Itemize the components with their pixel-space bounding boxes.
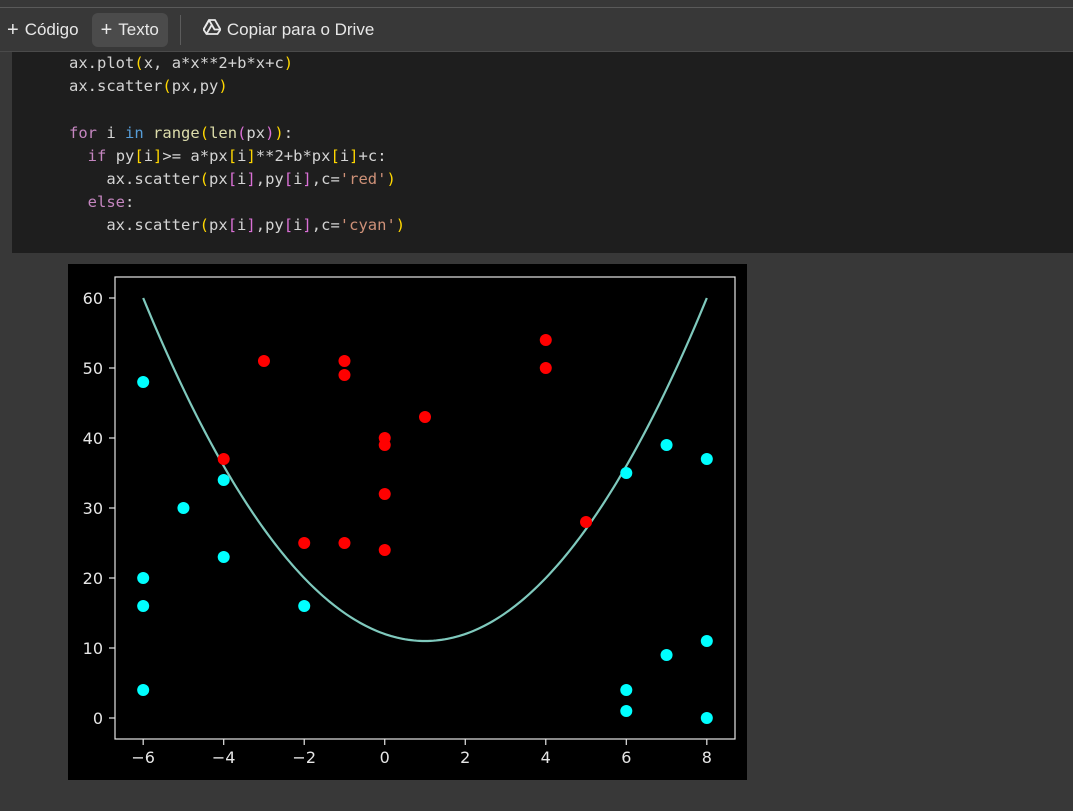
cyan-point <box>700 635 713 647</box>
code-line: ax.scatter(px[i],py[i],c='red') <box>106 170 396 189</box>
code-editor[interactable]: ax.plot(x, a*x**2+b*x+c) ax.scatter(px,p… <box>69 52 405 238</box>
cyan-point <box>620 467 633 479</box>
y-tick-label: 40 <box>83 429 103 448</box>
copy-to-drive-button[interactable]: Copiar para o Drive <box>193 13 383 47</box>
cell-output: −6 −4 −2 0 2 4 6 8 0 10 20 30 40 50 60 <box>68 264 747 780</box>
red-point <box>378 488 391 500</box>
x-tick-label: −2 <box>292 748 316 767</box>
cyan-point <box>660 439 673 451</box>
x-tick-label: 8 <box>702 748 712 767</box>
red-point <box>378 432 391 444</box>
copy-to-drive-label: Copiar para o Drive <box>226 19 375 39</box>
notebook-toolbar: + Código + Texto Copiar para o Drive <box>0 8 1073 52</box>
red-point <box>539 334 552 346</box>
x-tick-label: −6 <box>131 748 155 767</box>
code-line: ax.scatter(px,py) <box>69 77 228 96</box>
y-tick-label: 10 <box>83 639 103 658</box>
code-line: for i in range(len(px)): <box>69 123 294 142</box>
cyan-point <box>137 376 150 388</box>
cyan-point <box>700 453 713 465</box>
plus-icon: + <box>7 18 19 41</box>
scatter-plot: −6 −4 −2 0 2 4 6 8 0 10 20 30 40 50 60 <box>83 276 736 767</box>
cyan-point <box>620 705 633 717</box>
cyan-point <box>137 572 150 584</box>
x-tick-label: 2 <box>460 748 470 767</box>
cyan-point <box>137 684 150 696</box>
code-cell[interactable]: ax.plot(x, a*x**2+b*x+c) ax.scatter(px,p… <box>12 52 1073 253</box>
cyan-point <box>700 712 713 724</box>
cyan-point <box>620 684 633 696</box>
cyan-point <box>137 600 150 612</box>
fit-curve <box>142 297 708 643</box>
cyan-point <box>217 551 230 563</box>
red-point <box>217 453 230 465</box>
add-text-label: Texto <box>118 19 159 39</box>
add-code-label: Código <box>24 19 79 39</box>
y-tick-label: 20 <box>83 569 103 588</box>
plus-icon: + <box>100 18 113 41</box>
x-tick-label: −4 <box>212 748 236 767</box>
x-tick-label: 4 <box>541 748 551 767</box>
y-tick-label: 0 <box>93 709 103 728</box>
y-tick-label: 60 <box>83 289 103 308</box>
code-line: ax.scatter(px[i],py[i],c='cyan') <box>106 216 406 235</box>
x-tick-label: 6 <box>621 748 631 767</box>
code-line: else: <box>87 193 135 212</box>
red-point <box>338 369 351 381</box>
red-point <box>419 411 431 423</box>
code-line: ax.plot(x, a*x**2+b*x+c) <box>69 54 294 72</box>
top-border <box>0 0 1073 8</box>
y-tick-label: 50 <box>83 359 103 378</box>
cyan-point <box>298 600 311 612</box>
cyan-point <box>660 649 673 661</box>
red-point <box>257 355 270 367</box>
red-point <box>378 544 391 556</box>
y-tick-label: 30 <box>83 499 103 518</box>
axes-frame <box>114 276 736 740</box>
toolbar-divider <box>179 14 181 45</box>
red-point <box>338 355 351 367</box>
add-code-button[interactable]: + Código <box>0 13 88 47</box>
x-tick-label: 0 <box>380 748 390 767</box>
drive-icon <box>202 19 222 40</box>
cyan-point <box>177 502 190 514</box>
red-point <box>338 537 351 549</box>
red-point <box>298 537 311 549</box>
add-text-button[interactable]: + Texto <box>91 12 168 47</box>
red-point <box>580 516 593 528</box>
red-point <box>539 362 552 374</box>
code-line: if py[i]>= a*px[i]**2+b*px[i]+c: <box>87 146 387 165</box>
cyan-point <box>217 474 230 486</box>
